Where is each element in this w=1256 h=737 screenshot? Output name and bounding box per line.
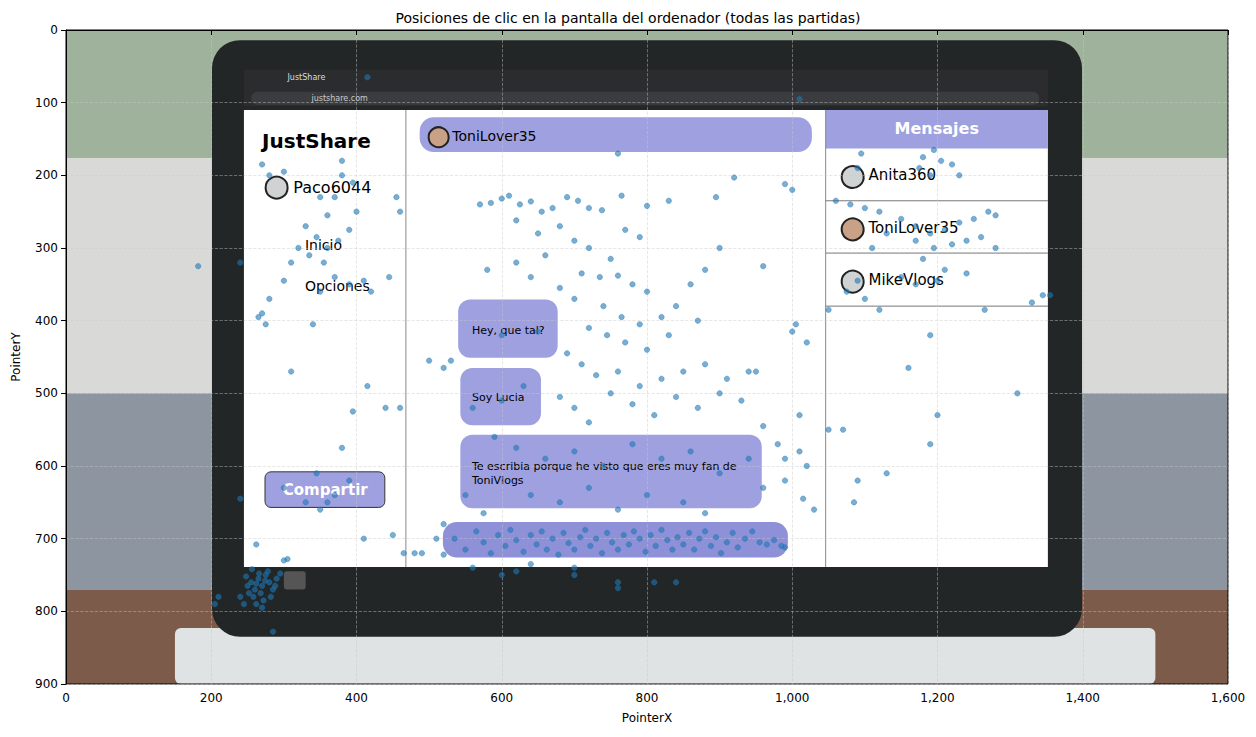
svg-text:300: 300 (35, 241, 58, 255)
svg-text:0: 0 (50, 23, 58, 37)
svg-text:600: 600 (35, 459, 58, 473)
svg-text:PointerY: PointerY (9, 332, 23, 382)
svg-text:JustShare: JustShare (287, 73, 326, 82)
svg-text:100: 100 (35, 96, 58, 110)
svg-text:ToniLover35: ToniLover35 (868, 219, 959, 237)
svg-text:400: 400 (345, 691, 368, 705)
svg-text:ToniVlogs: ToniVlogs (471, 474, 524, 487)
svg-text:400: 400 (35, 314, 58, 328)
svg-text:Compartir: Compartir (283, 481, 369, 499)
svg-text:Mensajes: Mensajes (895, 119, 979, 138)
svg-text:PointerX: PointerX (622, 711, 672, 725)
svg-text:1,200: 1,200 (920, 691, 954, 705)
svg-text:900: 900 (35, 677, 58, 691)
svg-text:Inicio: Inicio (305, 237, 342, 253)
svg-text:1,400: 1,400 (1066, 691, 1100, 705)
svg-text:700: 700 (35, 532, 58, 546)
svg-text:1,600: 1,600 (1211, 691, 1245, 705)
svg-text:800: 800 (636, 691, 659, 705)
svg-text:Anita360: Anita360 (868, 166, 937, 185)
svg-text:200: 200 (35, 168, 58, 182)
svg-text:MikeVlogs: MikeVlogs (869, 271, 945, 289)
svg-text:Posiciones de clic en la panta: Posiciones de clic en la pantalla del or… (395, 10, 860, 26)
svg-text:200: 200 (200, 691, 223, 705)
svg-text:500: 500 (35, 386, 58, 400)
svg-text:Soy Lucia: Soy Lucia (472, 391, 525, 405)
svg-text:800: 800 (35, 604, 58, 618)
svg-text:Paco6044: Paco6044 (293, 178, 371, 197)
svg-text:0: 0 (62, 691, 70, 705)
svg-text:justshare.com: justshare.com (310, 94, 368, 103)
svg-text:ToniLover35: ToniLover35 (451, 128, 536, 144)
svg-text:1,000: 1,000 (775, 691, 809, 705)
svg-text:JustShare: JustShare (260, 129, 371, 153)
svg-text:Te escribia porque he visto qu: Te escribia porque he visto que eres muy… (472, 459, 741, 473)
svg-text:Opciones: Opciones (305, 278, 370, 294)
svg-text:Hey, que tal?: Hey, que tal? (472, 324, 545, 337)
svg-text:600: 600 (490, 691, 513, 705)
